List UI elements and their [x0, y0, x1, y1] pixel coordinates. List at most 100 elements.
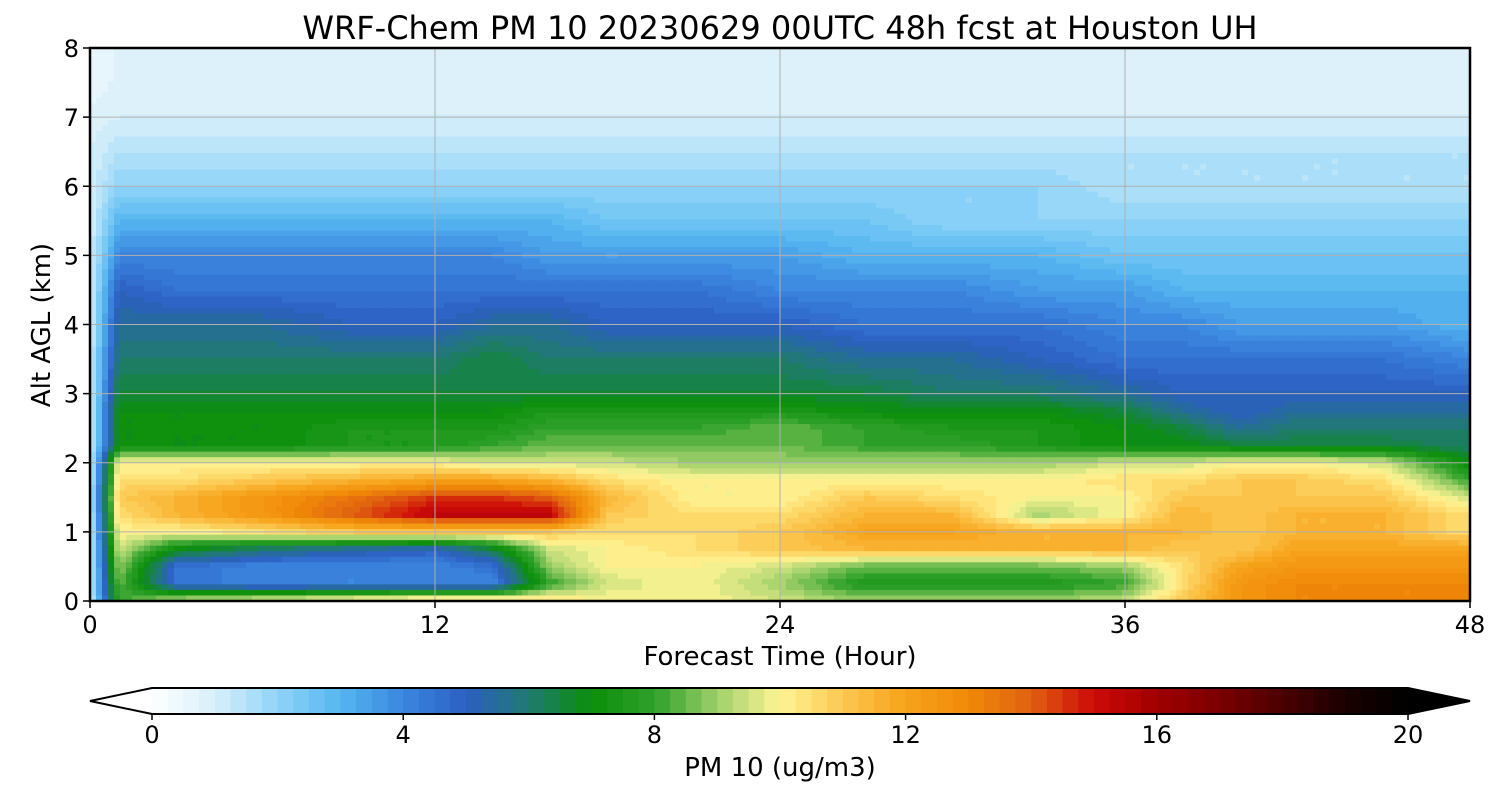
contour-cell: [1416, 92, 1423, 99]
contour-cell: [102, 164, 109, 171]
contour-cell: [1350, 70, 1357, 77]
contour-cell: [1344, 158, 1351, 165]
contour-cell: [1464, 48, 1471, 55]
contour-cell: [1158, 103, 1165, 110]
contour-cell: [780, 130, 787, 138]
contour-cell: [1380, 153, 1387, 160]
contour-cell: [420, 130, 427, 138]
contour-cell: [900, 48, 907, 55]
contour-cell: [1224, 97, 1231, 104]
contour-cell: [408, 119, 415, 127]
contour-cell: [1344, 92, 1351, 99]
contour-cell: [984, 70, 991, 77]
contour-cell: [924, 142, 931, 149]
contour-cell: [318, 153, 325, 160]
contour-cell: [648, 70, 655, 77]
contour-cell: [834, 136, 841, 143]
contour-cell: [930, 130, 937, 138]
contour-cell: [270, 142, 277, 149]
contour-cell: [1224, 86, 1231, 93]
contour-cell: [1332, 64, 1339, 71]
contour-cell: [126, 86, 133, 93]
contour-cell: [1416, 64, 1423, 71]
contour-cell: [864, 48, 871, 55]
contour-cell: [606, 103, 613, 110]
contour-cell: [762, 119, 769, 127]
contour-cell: [1380, 130, 1387, 138]
contour-cell: [270, 48, 277, 55]
contour-cell: [342, 164, 349, 171]
contour-cell: [1086, 130, 1093, 138]
contour-cell: [984, 59, 991, 66]
contour-cell: [1332, 119, 1339, 127]
contour-cell: [660, 92, 667, 99]
contour-cell: [234, 53, 241, 60]
contour-cell: [696, 92, 703, 99]
contour-cell: [1266, 53, 1273, 60]
contour-cell: [1242, 147, 1249, 154]
contour-cell: [1044, 48, 1051, 55]
contour-cell: [996, 97, 1003, 104]
contour-cell: [1002, 97, 1009, 104]
contour-cell: [732, 97, 739, 104]
contour-cell: [1320, 75, 1327, 82]
contour-cell: [780, 86, 787, 93]
contour-cell: [828, 97, 835, 104]
contour-cell: [1398, 59, 1405, 66]
contour-cell: [984, 153, 991, 160]
contour-cell: [1416, 75, 1423, 82]
contour-cell: [1296, 147, 1303, 154]
contour-cell: [888, 86, 895, 93]
contour-cell: [198, 59, 205, 66]
contour-cell: [906, 53, 913, 60]
contour-cell: [1140, 125, 1147, 132]
contour-cell: [246, 70, 253, 77]
contour-cell: [846, 142, 853, 149]
contour-cell: [720, 153, 727, 160]
contour-cell: [936, 164, 943, 171]
contour-cell: [318, 158, 325, 165]
contour-cell: [1194, 86, 1201, 93]
contour-cell: [522, 153, 529, 160]
contour-cell: [894, 136, 901, 143]
contour-cell: [948, 64, 955, 71]
contour-cell: [594, 70, 601, 77]
contour-cell: [354, 53, 361, 60]
contour-cell: [672, 130, 679, 138]
contour-cell: [114, 70, 121, 77]
contour-cell: [666, 164, 673, 171]
contour-cell: [1224, 81, 1231, 88]
contour-cell: [780, 59, 787, 66]
contour-cell: [630, 48, 637, 55]
contour-cell: [168, 81, 175, 88]
contour-cell: [294, 119, 301, 127]
contour-cell: [1266, 64, 1273, 71]
contour-cell: [1002, 164, 1009, 171]
contour-cell: [450, 136, 457, 143]
contour-cell: [1356, 92, 1363, 99]
contour-cell: [420, 75, 427, 82]
contour-cell: [1296, 81, 1303, 88]
contour-cell: [144, 108, 151, 115]
contour-cell: [306, 92, 313, 99]
contour-cell: [1434, 97, 1441, 104]
contour-cell: [750, 75, 757, 82]
contour-cell: [870, 97, 877, 104]
contour-cell: [360, 53, 367, 60]
contour-cell: [666, 53, 673, 60]
contour-cell: [492, 64, 499, 71]
contour-cell: [936, 70, 943, 77]
contour-cell: [1212, 75, 1219, 82]
contour-cell: [594, 59, 601, 66]
contour-cell: [972, 158, 979, 165]
contour-cell: [150, 70, 157, 77]
contour-cell: [888, 75, 895, 82]
contour-cell: [864, 97, 871, 104]
contour-cell: [888, 158, 895, 165]
contour-cell: [1056, 75, 1063, 82]
contour-cell: [132, 158, 139, 165]
contour-cell: [1110, 97, 1117, 104]
contour-cell: [1218, 64, 1225, 71]
contour-cell: [636, 158, 643, 165]
contour-cell: [498, 92, 505, 99]
